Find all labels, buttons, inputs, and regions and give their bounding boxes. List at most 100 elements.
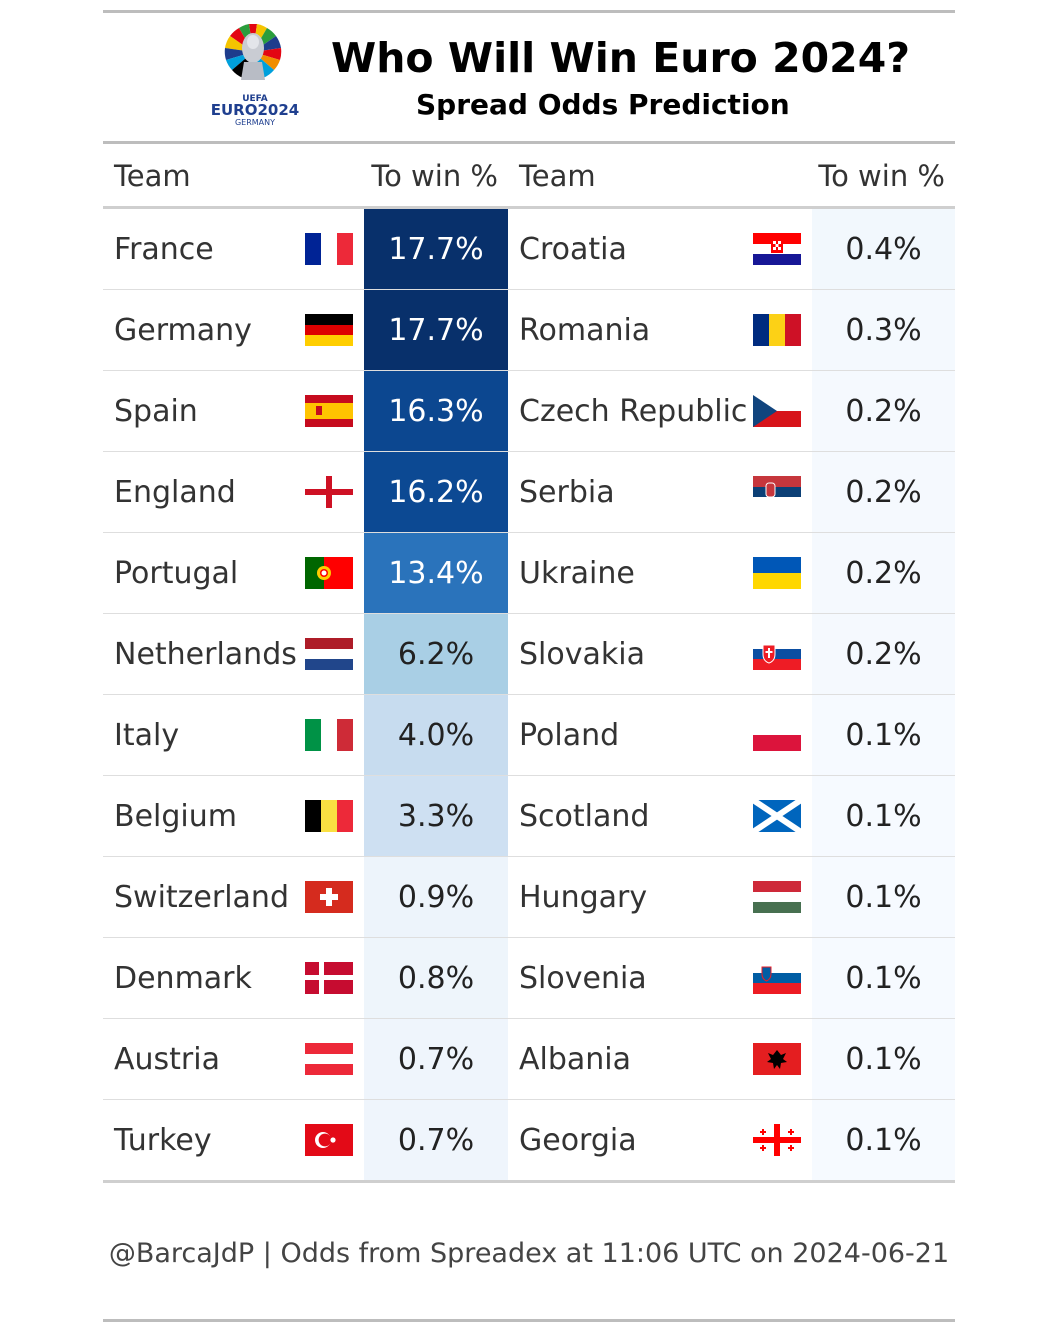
table-header-row: Team To win % Team To win %: [103, 145, 955, 209]
win-pct-cell: 6.2%: [364, 613, 508, 695]
win-pct-cell: 0.8%: [364, 937, 508, 1019]
flag-cell: [741, 451, 812, 533]
flag-cell: [741, 1018, 812, 1100]
team-name: Croatia: [508, 207, 741, 290]
flag-cell: [293, 370, 364, 452]
hungary-flag-icon: [752, 881, 801, 913]
win-pct-cell: 13.4%: [364, 532, 508, 614]
slovenia-flag-icon: [752, 962, 801, 994]
win-pct-cell: 0.7%: [364, 1018, 508, 1100]
czech-republic-flag-icon: [752, 395, 801, 427]
serbia-flag-icon: [752, 476, 801, 508]
england-flag-icon: [304, 476, 353, 508]
team-name: Scotland: [508, 775, 741, 857]
svg-text:UEFA: UEFA: [242, 94, 268, 104]
flag-cell: [293, 1099, 364, 1183]
flag-cell: [293, 451, 364, 533]
flag-cell: [293, 1018, 364, 1100]
table-row: Germany 17.7% Romania 0.3%: [103, 289, 955, 371]
team-name: Switzerland: [103, 856, 293, 938]
euro2024-logo: UEFA EURO2024 GERMANY: [211, 24, 299, 127]
team-name: Slovenia: [508, 937, 741, 1019]
table-row: Portugal 13.4% Ukraine 0.2%: [103, 532, 955, 614]
flag-cell: [293, 937, 364, 1019]
win-pct-cell: 0.4%: [812, 207, 955, 290]
austria-flag-icon: [304, 1043, 353, 1075]
ukraine-flag-icon: [752, 557, 801, 589]
flag-cell: [293, 694, 364, 776]
poland-flag-icon: [752, 719, 801, 751]
flag-cell: [741, 207, 812, 290]
table-row: Denmark 0.8% Slovenia 0.1%: [103, 937, 955, 1019]
table-row: Turkey 0.7% Georgia 0.1%: [103, 1099, 955, 1183]
column-header-pct-right: To win %: [812, 145, 955, 209]
germany-flag-icon: [304, 314, 353, 346]
header-rule: [103, 141, 955, 144]
team-name: Georgia: [508, 1099, 741, 1183]
win-pct-cell: 16.2%: [364, 451, 508, 533]
team-name: England: [103, 451, 293, 533]
flag-cell: [293, 613, 364, 695]
scotland-flag-icon: [752, 800, 801, 832]
table-row: Belgium 3.3% Scotland 0.1%: [103, 775, 955, 857]
romania-flag-icon: [752, 314, 801, 346]
bottom-rule: [103, 1319, 955, 1322]
italy-flag-icon: [304, 719, 353, 751]
portugal-flag-icon: [304, 557, 353, 589]
flag-cell: [293, 775, 364, 857]
chart-title: Who Will Win Euro 2024?: [331, 34, 911, 82]
table-row: Netherlands 6.2% Slovakia 0.2%: [103, 613, 955, 695]
netherlands-flag-icon: [304, 638, 353, 670]
team-name: Poland: [508, 694, 741, 776]
slovakia-flag-icon: [752, 638, 801, 670]
flag-cell: [741, 289, 812, 371]
win-pct-cell: 0.7%: [364, 1099, 508, 1183]
georgia-flag-icon: [752, 1124, 801, 1156]
team-name: Austria: [103, 1018, 293, 1100]
turkey-flag-icon: [304, 1124, 353, 1156]
win-pct-cell: 0.1%: [812, 1018, 955, 1100]
team-name: Hungary: [508, 856, 741, 938]
win-pct-cell: 0.1%: [812, 775, 955, 857]
spain-flag-icon: [304, 395, 353, 427]
win-pct-cell: 0.1%: [812, 694, 955, 776]
team-name: Turkey: [103, 1099, 293, 1183]
win-pct-cell: 0.1%: [812, 937, 955, 1019]
flag-cell: [293, 289, 364, 371]
column-header-team-left: Team: [103, 145, 364, 209]
odds-table: Team To win % Team To win % France 17.7% C…: [103, 145, 955, 1183]
win-pct-cell: 0.9%: [364, 856, 508, 938]
table-row: Switzerland 0.9% Hungary 0.1%: [103, 856, 955, 938]
france-flag-icon: [304, 233, 353, 265]
win-pct-cell: 0.3%: [812, 289, 955, 371]
team-name: Denmark: [103, 937, 293, 1019]
odds-table-body: France 17.7% Croatia 0.4% Germany 17.7% Romani…: [103, 207, 955, 1183]
team-name: Ukraine: [508, 532, 741, 614]
top-rule: [103, 10, 955, 13]
win-pct-cell: 0.2%: [812, 370, 955, 452]
table-row: France 17.7% Croatia 0.4%: [103, 207, 955, 290]
team-name: Slovakia: [508, 613, 741, 695]
flag-cell: [741, 613, 812, 695]
team-name: Romania: [508, 289, 741, 371]
team-name: Spain: [103, 370, 293, 452]
flag-cell: [293, 532, 364, 614]
win-pct-cell: 16.3%: [364, 370, 508, 452]
table-row: Austria 0.7% Albania 0.1%: [103, 1018, 955, 1100]
win-pct-cell: 4.0%: [364, 694, 508, 776]
header: UEFA EURO2024 GERMANY Who Will Win Euro …: [103, 14, 955, 142]
table-row: Italy 4.0% Poland 0.1%: [103, 694, 955, 776]
flag-cell: [741, 532, 812, 614]
belgium-flag-icon: [304, 800, 353, 832]
win-pct-cell: 17.7%: [364, 289, 508, 371]
flag-cell: [741, 370, 812, 452]
table-row: Spain 16.3% Czech Republic 0.2%: [103, 370, 955, 452]
team-name: Italy: [103, 694, 293, 776]
albania-flag-icon: [752, 1043, 801, 1075]
win-pct-cell: 0.1%: [812, 856, 955, 938]
win-pct-cell: 0.1%: [812, 1099, 955, 1183]
team-name: France: [103, 207, 293, 290]
footer-credit: @BarcaJdP | Odds from Spreadex at 11:06 …: [108, 1238, 950, 1269]
column-header-pct-left: To win %: [364, 145, 508, 209]
team-name: Belgium: [103, 775, 293, 857]
